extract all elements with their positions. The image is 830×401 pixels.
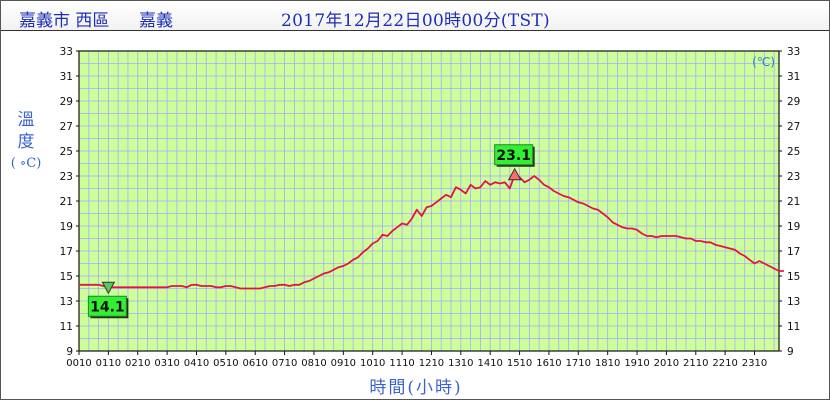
max-marker-icon <box>507 167 522 181</box>
x-tick-label: 1310 <box>448 358 473 369</box>
min-marker-icon <box>101 281 116 295</box>
x-tick-label: 0010 <box>66 358 91 369</box>
max-label-value: 23.1 <box>496 148 531 164</box>
x-tick-label: 0510 <box>213 358 238 369</box>
y-tick-label-left: 11 <box>60 321 73 333</box>
y-tick-label-left: 25 <box>60 146 73 158</box>
y-tick-label-right: 21 <box>787 196 800 208</box>
x-tick-label: 1110 <box>389 358 414 369</box>
x-tick-label: 0810 <box>301 358 326 369</box>
y-tick-label-left: 27 <box>60 121 73 133</box>
x-tick-label: 2310 <box>742 358 767 369</box>
datetime-title: 2017年12月22日00時00分(TST) <box>281 11 550 31</box>
y-tick-label-left: 17 <box>60 246 73 258</box>
x-tick-label: 1410 <box>477 358 502 369</box>
y-tick-label-right: 27 <box>787 121 800 133</box>
x-tick-label: 1010 <box>360 358 385 369</box>
header-bar: 嘉義市 西區 嘉義 2017年12月22日00時00分(TST) <box>1 1 829 31</box>
x-tick-label: 0910 <box>331 358 356 369</box>
y-tick-label-right: 17 <box>787 246 800 258</box>
x-tick-label: 2210 <box>712 358 737 369</box>
city-district-title: 嘉義市 西區 <box>19 11 110 31</box>
x-tick-label: 0110 <box>96 358 121 369</box>
y-tick-label-left: 19 <box>60 221 73 233</box>
max-label-box <box>494 144 534 166</box>
x-tick-label: 2110 <box>683 358 708 369</box>
y-tick-label-left: 33 <box>60 46 73 58</box>
y-tick-label-right: 31 <box>787 71 800 83</box>
y-tick-label-left: 21 <box>60 196 73 208</box>
x-tick-label: 2010 <box>654 358 679 369</box>
y-tick-label-left: 31 <box>60 71 73 83</box>
y-tick-label-left: 23 <box>60 171 73 183</box>
x-tick-label: 1910 <box>624 358 649 369</box>
x-tick-label: 0210 <box>125 358 150 369</box>
x-axis-label: 時間(小時) <box>369 378 463 398</box>
x-tick-label: 1710 <box>566 358 591 369</box>
y-tick-label-right: 13 <box>787 296 800 308</box>
x-tick-label: 0610 <box>242 358 267 369</box>
y-axis-label-char-1: 溫 <box>17 110 35 130</box>
x-tick-label: 1510 <box>507 358 532 369</box>
min-label-value: 14.1 <box>90 299 125 315</box>
min-label-box <box>87 295 127 317</box>
y-tick-label-right: 23 <box>787 171 800 183</box>
y-tick-label-right: 15 <box>787 271 800 283</box>
y-tick-label-left: 15 <box>60 271 73 283</box>
station-name: 嘉義 <box>139 11 173 31</box>
y-tick-label-left: 29 <box>60 96 73 108</box>
temperature-series-line <box>79 173 784 290</box>
x-tick-label: 0310 <box>154 358 179 369</box>
y-tick-label-right: 29 <box>787 96 800 108</box>
y-tick-label-right: 11 <box>787 321 800 333</box>
y-tick-label-right: 33 <box>787 46 800 58</box>
y-tick-label-left: 13 <box>60 296 73 308</box>
x-tick-label: 0710 <box>272 358 297 369</box>
y-tick-label-right: 25 <box>787 146 800 158</box>
y-axis-unit: ( ∘C) <box>10 156 42 171</box>
x-tick-label: 1210 <box>419 358 444 369</box>
y-axis-label: 溫 度 ( ∘C) <box>9 109 43 175</box>
x-tick-label: 1810 <box>595 358 620 369</box>
y-tick-label-right: 19 <box>787 221 800 233</box>
x-tick-label: 0410 <box>184 358 209 369</box>
x-tick-label: 1610 <box>536 358 561 369</box>
y-axis-label-char-2: 度 <box>17 132 35 152</box>
y-tick-label-left: 9 <box>66 346 73 358</box>
y-tick-label-right: 9 <box>787 346 794 358</box>
legend-label: (℃) <box>752 55 775 69</box>
